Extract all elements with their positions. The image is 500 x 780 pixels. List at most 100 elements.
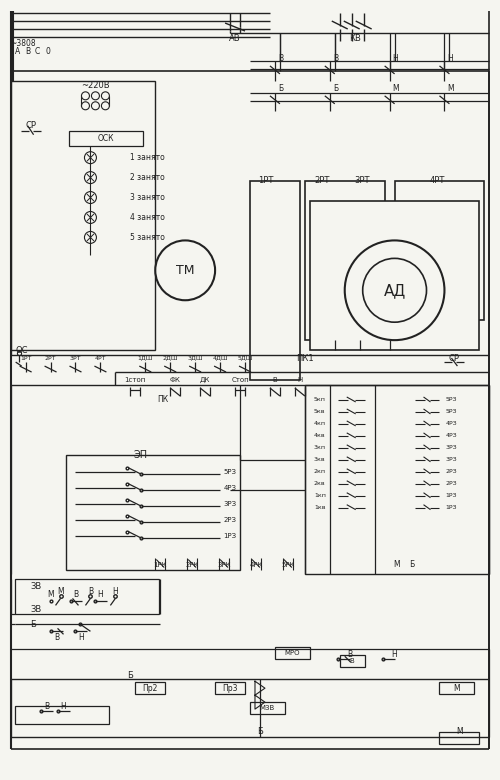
Bar [68, 131, 144, 146]
Text: ОСК: ОСК [97, 134, 114, 144]
Text: Н: Н [448, 55, 453, 63]
Bar [440, 682, 474, 694]
Text: 1кв: 1кв [314, 505, 326, 510]
Text: 5РЗ: 5РЗ [446, 410, 457, 414]
Text: ~3808: ~3808 [10, 40, 36, 48]
Text: В: В [44, 702, 49, 711]
Circle shape [362, 258, 426, 322]
Bar [394, 181, 484, 321]
Text: 2РЗ: 2РЗ [446, 470, 458, 474]
Bar [305, 385, 490, 575]
Text: Н: Н [60, 702, 66, 711]
Circle shape [156, 240, 215, 300]
Text: Б: Б [128, 671, 134, 679]
Text: А: А [15, 48, 20, 56]
Text: ЗВ: ЗВ [30, 604, 42, 614]
Bar [66, 455, 240, 569]
Text: ДК: ДК [200, 377, 210, 383]
Text: М    Б: М Б [394, 560, 415, 569]
Text: 5кв: 5кв [314, 410, 326, 414]
Circle shape [84, 232, 96, 243]
Text: ТМ: ТМ [176, 264, 195, 277]
Text: ОС: ОС [16, 346, 28, 355]
Text: В: В [73, 590, 78, 599]
Text: Н: Н [392, 55, 398, 63]
Text: 5кп: 5кп [314, 398, 326, 402]
Text: 1стоп: 1стоп [124, 377, 146, 383]
Text: В: В [333, 55, 338, 63]
Text: Б: Б [278, 84, 283, 94]
Text: 3ДШ: 3ДШ [188, 356, 203, 360]
Circle shape [84, 151, 96, 164]
Circle shape [92, 92, 100, 100]
Text: Н: Н [112, 587, 118, 596]
Text: ФК: ФК [170, 377, 180, 383]
Text: 1РК: 1РК [154, 562, 167, 568]
Text: ПК: ПК [158, 395, 169, 405]
Bar [250, 702, 285, 714]
Text: В: В [347, 650, 352, 659]
Bar [14, 706, 110, 724]
Bar [215, 682, 245, 694]
Text: 1РТ: 1РТ [20, 356, 32, 360]
Text: Н: Н [98, 590, 103, 599]
Text: 5 занято: 5 занято [130, 233, 165, 242]
Text: 2РЗ: 2РЗ [224, 516, 236, 523]
Text: Стоп: Стоп [231, 377, 249, 383]
Text: МРО: МРО [284, 651, 300, 656]
Text: 2кв: 2кв [314, 481, 326, 486]
Bar [310, 200, 480, 350]
Text: 4кв: 4кв [314, 434, 326, 438]
Text: В: В [25, 48, 30, 56]
Text: 1РТ: 1РТ [258, 176, 274, 185]
Text: АВ: АВ [229, 34, 241, 44]
Text: 4кп: 4кп [314, 421, 326, 427]
Circle shape [102, 92, 110, 100]
Text: Н: Н [78, 633, 84, 642]
Text: 2кп: 2кп [314, 470, 326, 474]
Text: В: В [54, 633, 59, 642]
Text: Н: Н [392, 650, 398, 659]
Text: Пр3: Пр3 [222, 683, 238, 693]
Text: 5РЗ: 5РЗ [224, 469, 236, 475]
Text: ЭП: ЭП [133, 450, 148, 460]
Text: 4РЗ: 4РЗ [446, 434, 458, 438]
Text: 0: 0 [45, 48, 50, 56]
Circle shape [82, 102, 90, 110]
Text: 3кп: 3кп [314, 445, 326, 450]
Text: М: М [456, 726, 462, 736]
Text: Б: Б [257, 726, 263, 736]
Text: ~220В: ~220В [81, 81, 110, 90]
Text: 3 занято: 3 занято [130, 193, 165, 202]
Text: 1РЗ: 1РЗ [224, 533, 236, 539]
Text: В: В [88, 587, 93, 596]
Text: 4РТ: 4РТ [430, 176, 445, 185]
Text: 2РТ: 2РТ [45, 356, 56, 360]
Text: 5РК: 5РК [281, 562, 294, 568]
Text: 4РЗ: 4РЗ [446, 421, 458, 427]
Circle shape [84, 192, 96, 204]
Circle shape [102, 102, 110, 110]
Text: 2РТ: 2РТ [315, 176, 330, 185]
Text: В: В [272, 377, 278, 383]
Text: ПК1: ПК1 [296, 353, 314, 363]
Text: 2РК: 2РК [186, 562, 199, 568]
Text: 5РЗ: 5РЗ [446, 398, 457, 402]
Text: 3кв: 3кв [314, 457, 326, 463]
Text: 1ДШ: 1ДШ [138, 356, 153, 360]
Text: 2РЗ: 2РЗ [446, 481, 458, 486]
Bar [440, 732, 480, 744]
Text: М: М [448, 84, 454, 94]
Text: М: М [392, 84, 399, 94]
Text: 1 занято: 1 занято [130, 153, 165, 162]
Text: 1РЗ: 1РЗ [446, 493, 457, 498]
Text: МЗВ: МЗВ [260, 705, 274, 711]
Text: Н: Н [297, 377, 302, 383]
Text: 4ДШ: 4ДШ [212, 356, 228, 360]
Text: 4РК: 4РК [250, 562, 262, 568]
Text: 1РЗ: 1РЗ [446, 505, 457, 510]
Text: М: М [57, 587, 64, 596]
Text: ЗВ: ЗВ [30, 582, 42, 591]
Text: С: С [35, 48, 40, 56]
Circle shape [82, 92, 90, 100]
